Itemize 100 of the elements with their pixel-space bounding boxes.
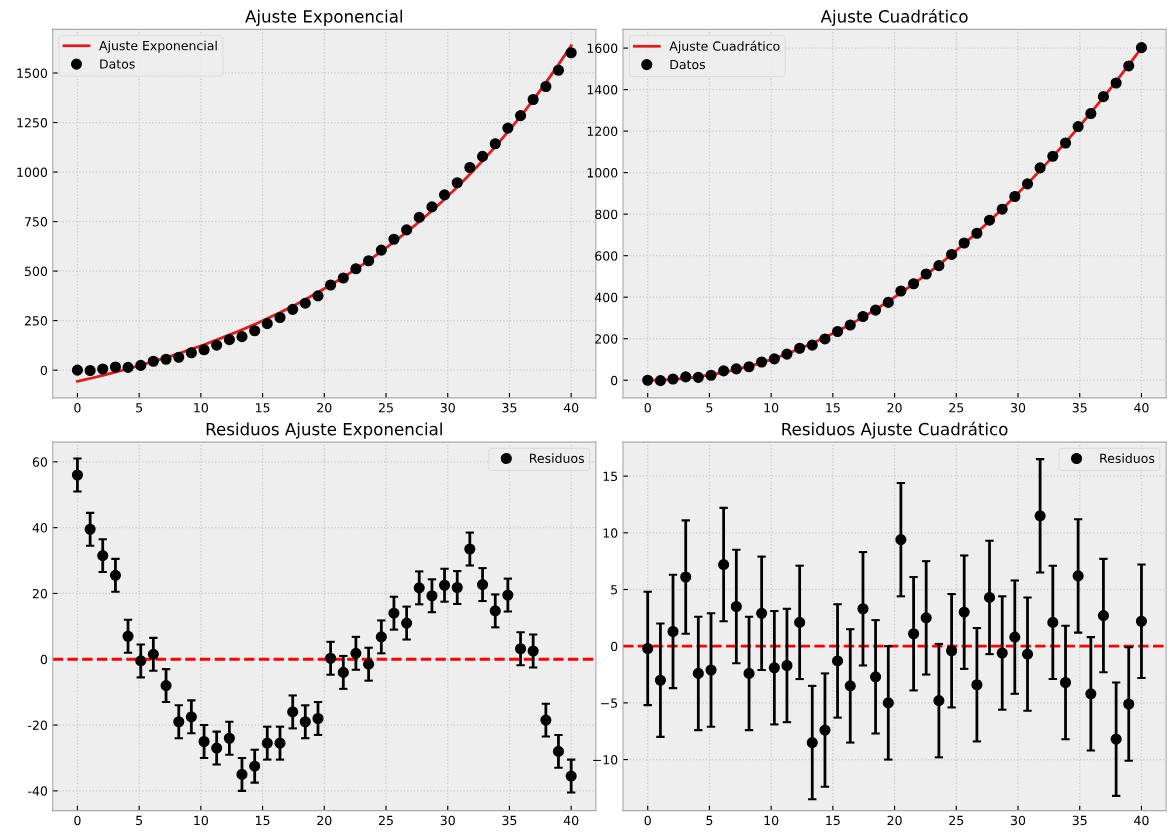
- point: [122, 361, 134, 373]
- x-tick-label: 25: [378, 815, 393, 826]
- point: [870, 304, 882, 316]
- point: [1135, 42, 1148, 54]
- point: [350, 647, 362, 659]
- x-tick-label: 40: [1134, 402, 1149, 413]
- point: [1085, 107, 1097, 120]
- point: [540, 714, 552, 726]
- point: [476, 150, 489, 162]
- point: [476, 579, 489, 591]
- y-tick-label: 0: [611, 375, 618, 386]
- y-tick-label: 750: [25, 217, 48, 227]
- x-tick-label: 15: [256, 815, 270, 826]
- x-tick-label: 40: [563, 402, 579, 413]
- point: [401, 224, 413, 236]
- point: [946, 645, 958, 657]
- point: [667, 373, 679, 385]
- point: [388, 233, 400, 245]
- point: [413, 582, 425, 594]
- point: [173, 716, 185, 728]
- point: [84, 364, 96, 377]
- point: [223, 334, 235, 346]
- point: [1123, 698, 1135, 710]
- point: [274, 737, 286, 749]
- point: [946, 248, 958, 260]
- point: [768, 662, 780, 674]
- point: [185, 711, 197, 723]
- point: [489, 605, 501, 617]
- x-tick-label: 10: [764, 402, 779, 413]
- x-tick-label: 5: [136, 815, 143, 826]
- point: [464, 161, 476, 174]
- y-tick-label: −5: [601, 698, 618, 708]
- point: [160, 353, 172, 365]
- chart-title: Residuos Ajuste Cuadrático: [782, 421, 1008, 439]
- point: [844, 319, 856, 331]
- x-tick-label: 10: [194, 815, 208, 826]
- point: [287, 706, 299, 718]
- point: [794, 616, 806, 628]
- x-tick-label: 30: [1011, 402, 1026, 413]
- x-tick-label: 10: [194, 402, 208, 413]
- y-tick-label: 0: [40, 365, 48, 376]
- point: [1110, 77, 1122, 89]
- point: [375, 244, 387, 256]
- legend-label: Ajuste Exponencial: [99, 40, 217, 53]
- point: [1059, 137, 1072, 149]
- y-tick-label: 1000: [17, 167, 48, 177]
- point: [1009, 631, 1021, 643]
- point: [363, 658, 375, 670]
- chart-title: Residuos Ajuste Exponencial: [206, 422, 442, 439]
- point: [1123, 60, 1135, 72]
- point: [261, 737, 273, 749]
- x-tick-label: 35: [1072, 402, 1087, 413]
- point: [1034, 510, 1046, 522]
- y-tick-label: 1500: [17, 68, 48, 78]
- point: [983, 214, 996, 226]
- point: [958, 237, 970, 249]
- x-tick-label: 20: [887, 402, 902, 413]
- x-tick-label: 35: [502, 402, 517, 413]
- x-tick-label: 20: [317, 402, 332, 413]
- point: [781, 348, 793, 360]
- point: [350, 263, 362, 275]
- point: [97, 550, 109, 562]
- x-tick-label: 15: [826, 815, 840, 826]
- point: [705, 369, 717, 381]
- legend-label: Residuos: [530, 453, 584, 464]
- y-tick-label: 200: [595, 334, 618, 344]
- point: [388, 607, 400, 619]
- x-tick-label: 40: [1134, 815, 1149, 826]
- point: [667, 625, 679, 638]
- point: [1059, 676, 1072, 689]
- point: [933, 695, 945, 707]
- point: [958, 606, 970, 618]
- x-tick-label: 35: [1072, 815, 1087, 826]
- y-tick-label: −10: [593, 755, 618, 765]
- point: [1047, 616, 1059, 628]
- point: [781, 659, 793, 672]
- point: [198, 735, 210, 748]
- point: [502, 589, 514, 601]
- point: [84, 523, 96, 535]
- point: [831, 655, 844, 667]
- point: [211, 742, 223, 754]
- point: [122, 630, 134, 642]
- point: [160, 680, 172, 692]
- point: [198, 344, 210, 356]
- point: [515, 110, 527, 122]
- point: [756, 356, 768, 368]
- y-tick-label: 0: [611, 641, 618, 652]
- point: [325, 279, 337, 291]
- x-tick-label: 20: [317, 815, 332, 826]
- point: [1047, 150, 1059, 162]
- legend-label: Datos: [670, 59, 705, 70]
- point: [642, 374, 654, 386]
- point: [363, 255, 375, 267]
- point: [819, 724, 831, 736]
- point: [299, 716, 311, 728]
- point: [375, 631, 387, 643]
- point: [692, 667, 704, 679]
- x-tick-label: 30: [440, 815, 455, 826]
- x-tick-label: 5: [136, 403, 143, 413]
- x-tick-label: 30: [440, 402, 455, 413]
